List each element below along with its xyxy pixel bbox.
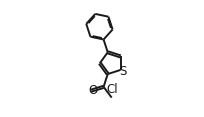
Text: S: S	[118, 65, 126, 78]
Text: Cl: Cl	[106, 82, 118, 95]
Text: O: O	[88, 84, 98, 97]
